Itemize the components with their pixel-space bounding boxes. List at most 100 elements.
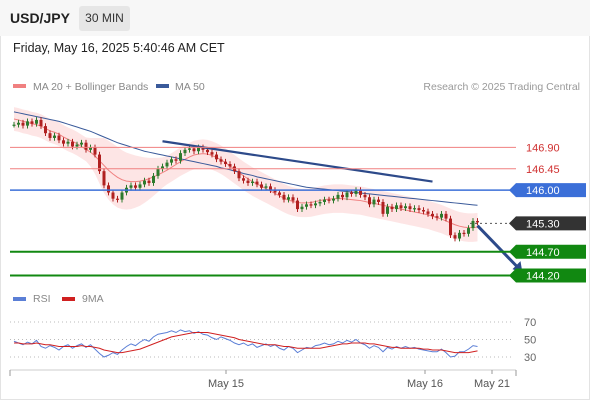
ma20-legend-swatch — [13, 84, 26, 88]
candle-body — [395, 205, 398, 210]
candle-body — [323, 199, 326, 202]
candle-body — [107, 185, 110, 193]
candle-body — [309, 204, 313, 206]
ma50-line — [13, 111, 478, 206]
candle-body — [282, 194, 286, 200]
candle-body — [44, 126, 47, 134]
candle-body — [332, 198, 335, 201]
candle-body — [381, 201, 385, 214]
header-bar: USD/JPY 30 MIN — [0, 0, 590, 36]
candle-body — [84, 142, 88, 150]
candle-body — [278, 192, 281, 195]
rsi-ma-legend-label: 9MA — [82, 293, 104, 305]
candle-body — [35, 119, 38, 124]
candle-body — [462, 232, 466, 235]
support-label: 144.20 — [526, 271, 560, 283]
support-tag — [509, 244, 586, 259]
candle-body — [422, 210, 425, 212]
candle-body — [341, 194, 344, 198]
candle-body — [246, 180, 250, 184]
candle-body — [336, 194, 340, 199]
candle-body — [264, 186, 268, 188]
candle-body — [476, 220, 479, 223]
x-tick-label: May 15 — [208, 378, 244, 390]
ma50-legend-swatch — [156, 84, 169, 88]
candle-body — [296, 200, 299, 210]
rsi-line — [13, 329, 478, 358]
x-tick-label: May 21 — [474, 378, 510, 390]
candle-body — [62, 140, 65, 144]
main-legend: MA 20 + Bollinger Bands MA 50 Research ©… — [13, 81, 580, 93]
credit-label: Research © 2025 Trading Central — [423, 81, 580, 93]
candle-body — [183, 149, 187, 154]
candle-body — [134, 185, 137, 188]
candle-body — [453, 235, 457, 239]
candle-body — [75, 144, 79, 147]
candle-body — [48, 133, 52, 138]
candle-body — [111, 192, 115, 199]
candle-body — [354, 190, 358, 194]
datetime-label: Friday, May 16, 2025 5:40:46 AM CET — [13, 41, 225, 55]
rsi-legend-swatch — [13, 297, 26, 301]
resistance-label: 146.90 — [526, 142, 560, 154]
candle-body — [471, 220, 475, 229]
timeframe-button[interactable]: 30 MIN — [79, 6, 130, 31]
candle-body — [174, 159, 178, 161]
candle-body — [71, 141, 74, 147]
candle-body — [57, 135, 61, 141]
support-label: 144.70 — [526, 247, 560, 259]
candle-body — [206, 149, 209, 153]
candle-body — [224, 161, 227, 165]
candle-body — [66, 141, 70, 144]
candle-body — [161, 166, 164, 169]
candle-body — [413, 208, 416, 210]
candle-body — [368, 197, 371, 205]
candle-body — [152, 175, 155, 184]
symbol-label: USD/JPY — [10, 10, 70, 26]
candle-body — [156, 168, 160, 176]
candle-body — [269, 186, 272, 191]
candle-body — [444, 213, 448, 219]
candle-body — [255, 181, 259, 185]
trendline — [162, 140, 433, 183]
rsi-legend-label: RSI — [33, 293, 51, 305]
candle-body — [440, 213, 443, 218]
candle-body — [417, 208, 421, 211]
candle-body — [390, 206, 394, 210]
candle-body — [399, 205, 403, 209]
ma50-legend-label: MA 50 — [175, 81, 205, 93]
candle-body — [170, 159, 173, 163]
rsi-level-label: 70 — [524, 317, 536, 329]
candle-body — [228, 164, 232, 167]
levels-layer: 146.90 146.45 146.00 145.30 144.70 144.20 — [10, 142, 586, 283]
rsi-legend: RSI 9MA — [13, 293, 104, 305]
candle-body — [165, 162, 169, 167]
candle-body — [147, 180, 151, 184]
candle-body — [318, 201, 322, 204]
candle-body — [350, 192, 353, 194]
candle-body — [17, 122, 20, 125]
candle-body — [210, 152, 214, 155]
candle-body — [458, 232, 461, 239]
candle-body — [273, 190, 277, 193]
candle-body — [372, 199, 376, 205]
candle-body — [120, 192, 124, 200]
candle-body — [80, 142, 83, 145]
candle-body — [408, 206, 412, 210]
candle-body — [179, 153, 182, 161]
candle-body — [197, 147, 200, 152]
candle-body — [251, 181, 254, 184]
candle-body — [21, 122, 25, 126]
candle-body — [377, 199, 380, 202]
pivot-tag — [509, 183, 586, 198]
rsi-level-label: 30 — [524, 352, 536, 364]
candle-body — [192, 148, 196, 152]
candle-body — [26, 121, 29, 126]
candle-body — [12, 124, 16, 126]
candle-body — [39, 119, 43, 127]
candle-body — [305, 204, 308, 207]
candle-body — [89, 147, 92, 150]
rsi-level-label: 50 — [524, 335, 536, 347]
forecast-arrow-shaft — [476, 224, 521, 271]
candle-body — [201, 147, 205, 150]
